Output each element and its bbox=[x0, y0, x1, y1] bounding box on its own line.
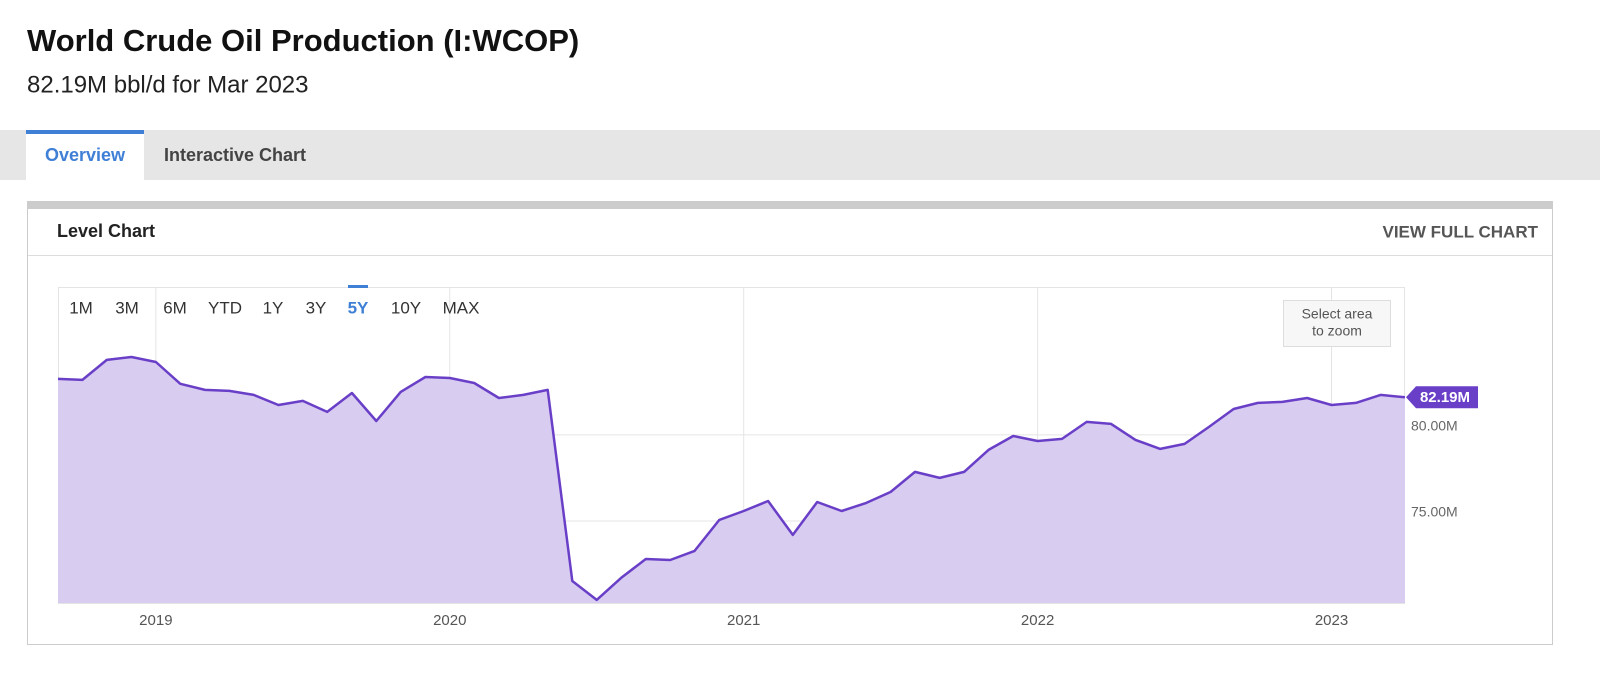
tab[interactable]: Overview bbox=[45, 145, 126, 165]
range-button[interactable]: 3Y bbox=[306, 298, 327, 317]
zoom-hint: Select area bbox=[1302, 306, 1373, 322]
page-title: World Crude Oil Production (I:WCOP) bbox=[27, 23, 579, 58]
x-tick-label: 2022 bbox=[1021, 612, 1054, 629]
range-button[interactable]: YTD bbox=[208, 298, 242, 317]
zoom-hint: to zoom bbox=[1312, 323, 1362, 339]
x-tick-label: 2021 bbox=[727, 612, 760, 629]
range-button[interactable]: 1Y bbox=[263, 298, 284, 317]
last-value-label: 82.19M bbox=[1420, 389, 1470, 406]
tab-indicator bbox=[26, 130, 144, 134]
zoom-hint-box bbox=[1283, 300, 1391, 347]
x-tick-label: 2020 bbox=[433, 612, 466, 629]
view-full-chart[interactable]: VIEW FULL CHART bbox=[1382, 222, 1538, 241]
card-title: Level Chart bbox=[57, 221, 155, 241]
series-line bbox=[57, 355, 1406, 602]
range-button[interactable]: 10Y bbox=[391, 298, 421, 317]
y-tick-label: 80.00M bbox=[1411, 418, 1458, 434]
x-tick-label: 2023 bbox=[1315, 612, 1348, 629]
card-top-bar bbox=[27, 201, 1553, 209]
x-tick-label: 2019 bbox=[139, 612, 172, 629]
tab-bar bbox=[0, 130, 1600, 180]
tab-active-bg bbox=[26, 130, 144, 180]
range-indicator bbox=[348, 285, 368, 288]
page-subtitle: 82.19M bbl/d for Mar 2023 bbox=[27, 71, 309, 98]
range-button[interactable]: 1M bbox=[69, 298, 93, 317]
last-value-badge bbox=[1406, 386, 1478, 409]
area-fill bbox=[58, 357, 1405, 603]
y-tick-label: 75.00M bbox=[1411, 504, 1458, 520]
range-button[interactable]: 6M bbox=[163, 298, 187, 317]
tab[interactable]: Interactive Chart bbox=[164, 145, 306, 165]
range-button[interactable]: 5Y bbox=[348, 298, 369, 317]
range-button[interactable]: MAX bbox=[443, 298, 480, 317]
range-button[interactable]: 3M bbox=[115, 298, 139, 317]
